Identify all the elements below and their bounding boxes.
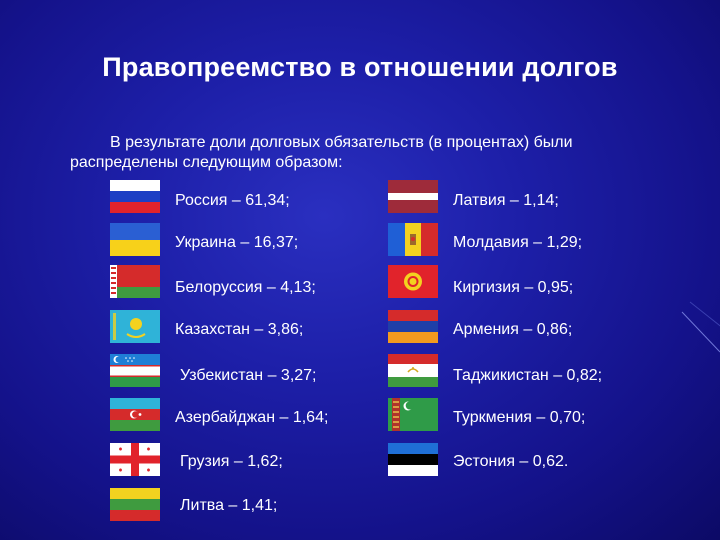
label-armenia: Армения – 0,86;	[453, 321, 573, 338]
flag-lithuania-icon	[110, 488, 160, 521]
flag-estonia-icon	[388, 443, 438, 476]
intro-line-2: распределены следующим образом:	[70, 154, 343, 171]
flag-armenia-icon	[388, 310, 438, 343]
flag-latvia-icon	[388, 180, 438, 213]
label-estonia: Эстония – 0,62.	[453, 453, 569, 470]
flag-tajikistan-icon	[388, 354, 438, 387]
decorative-lines	[681, 301, 720, 353]
label-belarus: Белоруссия – 4,13;	[175, 279, 316, 296]
flag-turkmenistan-icon	[388, 398, 438, 431]
flag-georgia-icon	[110, 443, 160, 476]
label-turkmenistan: Туркмения – 0,70;	[453, 409, 586, 426]
label-azerbaijan: Азербайджан – 1,64;	[175, 409, 329, 426]
flag-belarus-icon	[110, 265, 160, 298]
label-lithuania: Литва – 1,41;	[180, 497, 278, 514]
flag-uzbekistan-icon	[110, 354, 160, 387]
flag-kyrgyzstan-icon	[388, 265, 438, 298]
label-latvia: Латвия – 1,14;	[453, 192, 559, 209]
label-moldova: Молдавия – 1,29;	[453, 234, 583, 251]
label-kazakhstan: Казахстан – 3,86;	[175, 321, 304, 338]
flag-russia-icon	[110, 180, 160, 213]
intro-line-1: В результате доли долговых обязательств …	[110, 134, 573, 151]
label-kyrgyzstan: Киргизия – 0,95;	[453, 279, 574, 296]
flag-azerbaijan-icon	[110, 398, 160, 431]
label-ukraine: Украина – 16,37;	[175, 234, 299, 251]
label-tajikistan: Таджикистан – 0,82;	[453, 367, 603, 384]
flag-kazakhstan-icon	[110, 310, 160, 343]
label-georgia: Грузия – 1,62;	[180, 453, 283, 470]
flag-ukraine-icon	[110, 223, 160, 256]
label-uzbekistan: Узбекистан – 3,27;	[180, 367, 317, 384]
intro-text: В результате доли долговых обязательств …	[70, 133, 670, 173]
label-russia: Россия – 61,34;	[175, 192, 290, 209]
slide-title: Правопреемство в отношении долгов	[102, 52, 618, 82]
flag-moldova-icon	[388, 223, 438, 256]
